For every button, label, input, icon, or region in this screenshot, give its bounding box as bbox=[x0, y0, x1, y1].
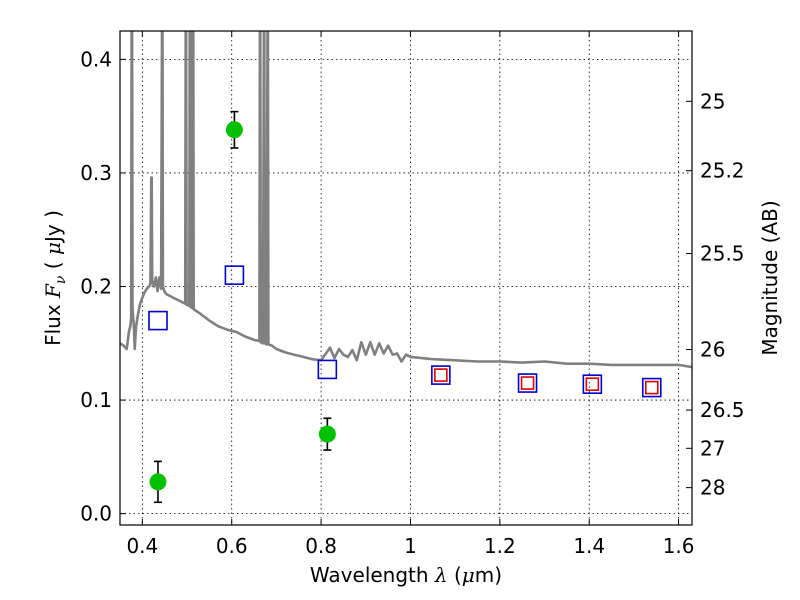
y-tick-label: 0.1 bbox=[80, 388, 112, 412]
plot-frame bbox=[119, 30, 693, 526]
blue-square-marker bbox=[148, 310, 168, 331]
mag-tick-label: 25.5 bbox=[700, 241, 745, 265]
y-tick-label: 0.4 bbox=[80, 47, 112, 71]
y-axis-label: Flux Fν ( μJy ) bbox=[41, 210, 69, 346]
blue-square-marker bbox=[582, 374, 603, 394]
mag-tick-label: 27 bbox=[700, 436, 725, 460]
mag-tick-label: 26.5 bbox=[700, 398, 745, 422]
y2-axis-label: Magnitude (AB) bbox=[758, 200, 782, 355]
mag-tick-label: 25.2 bbox=[700, 159, 745, 183]
y-tick-labels: 0.0 0.1 0.2 0.3 0.4 bbox=[80, 47, 112, 525]
blue-square-marker bbox=[317, 359, 338, 380]
x-tick-label: 1.2 bbox=[484, 534, 516, 558]
x-tick-labels: 0.4 0.6 0.8 1 1.2 1.4 1.6 bbox=[126, 534, 694, 558]
model-spectrum-line bbox=[120, 31, 692, 369]
mag-tick-label: 28 bbox=[700, 476, 725, 500]
green-data-point bbox=[149, 473, 167, 491]
blue-square-marker bbox=[431, 365, 451, 385]
green-data-point bbox=[318, 425, 336, 443]
y-tick-label: 0.3 bbox=[80, 161, 112, 185]
x-tick-label: 1.4 bbox=[573, 534, 605, 558]
y-tick-label: 0.2 bbox=[80, 275, 112, 299]
model-spectrum-layer bbox=[120, 31, 692, 369]
x-tick-label: 1.6 bbox=[663, 534, 695, 558]
grid bbox=[120, 31, 692, 525]
mag-tick-label: 26 bbox=[700, 337, 725, 361]
blue-square-marker bbox=[224, 265, 245, 285]
red-square-marker bbox=[520, 376, 535, 390]
x-tick-label: 1 bbox=[404, 534, 417, 558]
red-square-marker bbox=[585, 377, 600, 391]
y-tick-label: 0.0 bbox=[80, 502, 112, 526]
x-tick-label: 0.4 bbox=[126, 534, 158, 558]
red-square-marker bbox=[434, 368, 448, 382]
x-tick-label: 0.8 bbox=[305, 534, 337, 558]
mag-tick-label: 25 bbox=[700, 89, 725, 113]
marker-layer bbox=[148, 110, 662, 504]
green-data-point bbox=[225, 121, 243, 139]
magnitude-tick-labels: 25 25.2 25.5 26 26.5 27 28 bbox=[700, 89, 745, 499]
blue-square-marker bbox=[517, 373, 538, 393]
x-tick-label: 0.6 bbox=[216, 534, 248, 558]
blue-square-marker bbox=[641, 377, 662, 398]
x-axis-label: Wavelength λ (μm) bbox=[310, 563, 502, 587]
red-square-marker bbox=[644, 380, 659, 395]
tick-marks bbox=[120, 31, 692, 525]
